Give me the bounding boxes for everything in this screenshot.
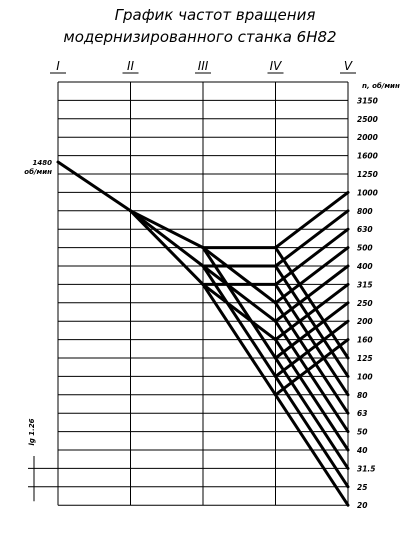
ratio-ray	[274, 264, 350, 323]
ratio-ray	[129, 209, 205, 286]
speed-label: 63	[357, 409, 367, 418]
ratio-ray	[274, 301, 350, 415]
ratio-ray	[274, 282, 350, 397]
ratio-ray	[56, 160, 132, 213]
speed-label: 500	[357, 244, 373, 253]
speed-label: 315	[357, 280, 373, 289]
ratio-ray	[274, 356, 350, 470]
speed-label: 2500	[357, 115, 378, 124]
speed-label: 200	[357, 317, 373, 326]
ratio-ray	[274, 190, 350, 250]
speed-label: 400	[357, 262, 373, 271]
ratio-ray	[201, 282, 277, 397]
speed-label: 40	[357, 446, 367, 455]
ratio-ray	[201, 246, 277, 305]
speed-label: 31.5	[357, 464, 376, 473]
speed-label: 125	[357, 354, 373, 363]
step-label: lg 1.26	[28, 418, 36, 445]
ratio-ray	[274, 227, 350, 286]
ratio-ray	[274, 246, 350, 360]
speed-label: 1600	[357, 152, 378, 161]
speed-label: 1000	[357, 188, 378, 197]
ratio-ray	[274, 282, 350, 342]
ratio-ray	[274, 301, 350, 360]
speed-label: 20	[357, 501, 367, 510]
ratio-ray	[129, 209, 205, 268]
ratio-ray	[201, 264, 277, 323]
ratio-ray	[274, 393, 350, 507]
shaft-label: II	[127, 59, 135, 73]
speed-label: 100	[357, 372, 373, 381]
ratio-ray	[201, 282, 277, 342]
ratio-ray	[129, 209, 205, 250]
speed-label: 630	[357, 225, 373, 234]
ratio-ray	[274, 319, 350, 434]
unit-label: n, об/мин	[362, 82, 400, 90]
speed-label: 3150	[357, 96, 378, 105]
speed-label: 160	[357, 336, 373, 345]
shaft-label: III	[198, 59, 209, 73]
input-label: 1480	[33, 159, 53, 167]
ratio-ray	[274, 338, 350, 452]
speed-label: 250	[357, 299, 373, 308]
ratio-ray	[274, 246, 350, 305]
speed-label: 25	[357, 483, 367, 492]
ratio-ray	[274, 374, 350, 489]
input-label: об/мин	[24, 168, 52, 176]
shaft-label: V	[344, 59, 353, 73]
speed-label: 80	[357, 391, 367, 400]
speed-label: 1250	[357, 170, 378, 179]
title-line: модернизированного станка 6Н82	[63, 28, 336, 46]
shaft-label: I	[56, 59, 60, 73]
ratio-ray	[274, 319, 350, 378]
speed-label: 50	[357, 428, 367, 437]
ratio-ray	[274, 264, 350, 378]
shaft-label: IV	[270, 59, 283, 73]
speed-label: 2000	[357, 133, 378, 142]
ratio-ray	[274, 209, 350, 268]
ratio-ray	[274, 338, 350, 397]
speed-label: 800	[357, 207, 373, 216]
title-line: График частот вращения	[115, 6, 316, 24]
